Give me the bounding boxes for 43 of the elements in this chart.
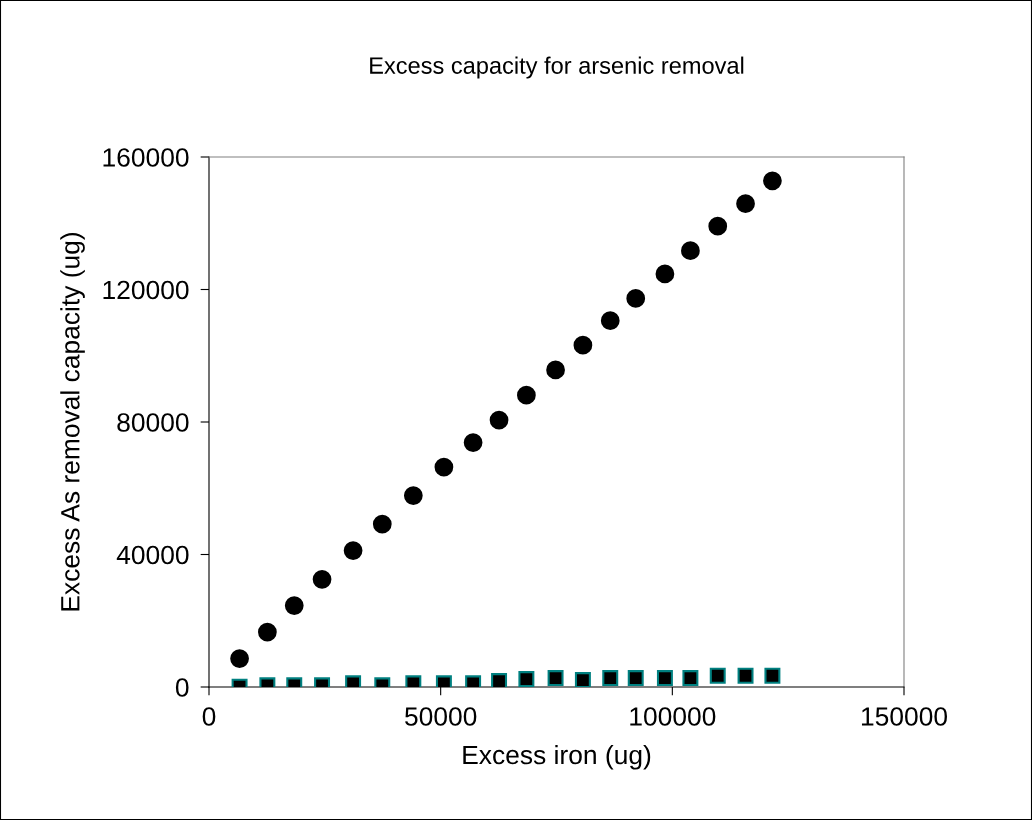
x-axis-title: Excess iron (ug) bbox=[463, 744, 651, 770]
point bbox=[764, 667, 781, 684]
point bbox=[736, 194, 755, 214]
point bbox=[463, 433, 483, 452]
x-tick-label: 0 bbox=[202, 707, 216, 726]
point bbox=[763, 171, 782, 191]
point bbox=[312, 569, 332, 589]
point bbox=[372, 514, 392, 534]
point bbox=[547, 670, 564, 687]
point bbox=[230, 649, 249, 668]
point bbox=[626, 289, 646, 308]
point bbox=[737, 667, 754, 684]
point bbox=[708, 216, 728, 236]
y-tick-label: 120000 bbox=[103, 280, 189, 300]
point bbox=[284, 596, 304, 615]
point bbox=[655, 264, 675, 284]
point bbox=[627, 670, 644, 687]
point bbox=[489, 410, 509, 430]
x-tick-label: 100000 bbox=[630, 707, 716, 726]
point bbox=[546, 360, 565, 380]
point bbox=[573, 335, 593, 355]
point bbox=[491, 673, 508, 687]
x-tick-label: 150000 bbox=[861, 707, 947, 726]
chart-title: Excess capacity for arsenic removal bbox=[370, 56, 744, 79]
point bbox=[656, 670, 673, 687]
point bbox=[602, 670, 619, 687]
point bbox=[681, 241, 700, 261]
point bbox=[574, 672, 591, 687]
point bbox=[434, 457, 454, 477]
point bbox=[682, 670, 699, 687]
point bbox=[518, 671, 535, 687]
x-tick-label: 50000 bbox=[405, 707, 477, 726]
y-tick-label: 160000 bbox=[103, 148, 189, 167]
point bbox=[517, 385, 536, 405]
point bbox=[709, 667, 726, 684]
y-tick-label: 40000 bbox=[116, 545, 189, 565]
y-tick-label: 80000 bbox=[117, 413, 189, 432]
point bbox=[343, 541, 363, 560]
y-axis-title: Excess As removal capacity (ug) bbox=[60, 232, 85, 611]
point bbox=[600, 311, 620, 331]
point bbox=[258, 622, 277, 642]
y-tick-label: 0 bbox=[175, 678, 189, 697]
point bbox=[403, 486, 423, 505]
